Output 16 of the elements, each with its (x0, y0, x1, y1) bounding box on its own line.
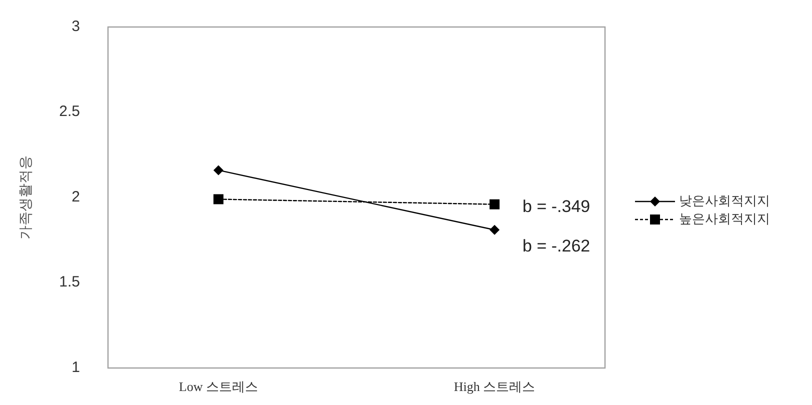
legend-label: 높은사회적지지 (679, 210, 770, 226)
y-axis-title: 가족생활적응 (17, 156, 33, 240)
x-tick-label: Low 스트레스 (178, 379, 258, 394)
point (213, 194, 224, 204)
point (490, 199, 500, 210)
x-tick-label: High 스트레스 (454, 379, 536, 394)
legend-label: 낮은사회적지지 (679, 192, 770, 208)
y-tick-label: 2 (72, 188, 80, 206)
y-tick-label: 1.5 (59, 274, 80, 291)
point (490, 224, 500, 235)
y-tick-label: 3 (72, 18, 80, 35)
point (213, 165, 224, 176)
y-tick-label: 2.5 (59, 103, 80, 120)
y-tick-label: 1 (72, 358, 80, 376)
annotation: b = -.349 (522, 197, 590, 216)
annotation: b = -.262 (522, 236, 590, 256)
